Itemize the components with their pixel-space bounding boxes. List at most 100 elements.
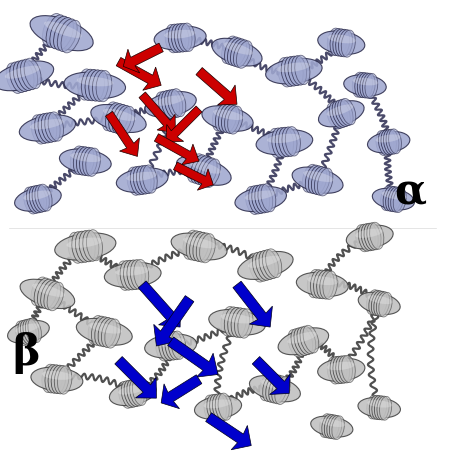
Ellipse shape <box>291 329 307 356</box>
Ellipse shape <box>261 380 291 391</box>
Ellipse shape <box>317 270 331 299</box>
Ellipse shape <box>360 73 373 98</box>
Ellipse shape <box>328 35 356 43</box>
Ellipse shape <box>59 149 111 173</box>
Ellipse shape <box>183 237 217 248</box>
Ellipse shape <box>117 261 132 291</box>
FancyArrow shape <box>154 296 194 346</box>
Ellipse shape <box>17 60 34 91</box>
Ellipse shape <box>204 395 218 422</box>
Ellipse shape <box>178 23 192 52</box>
Ellipse shape <box>370 222 384 249</box>
Ellipse shape <box>127 380 141 407</box>
Ellipse shape <box>127 260 142 290</box>
Ellipse shape <box>186 231 202 260</box>
Ellipse shape <box>341 30 356 57</box>
Ellipse shape <box>187 154 204 182</box>
Ellipse shape <box>47 283 64 311</box>
Ellipse shape <box>261 183 276 212</box>
Ellipse shape <box>238 309 253 338</box>
Ellipse shape <box>164 30 195 38</box>
Ellipse shape <box>91 316 107 345</box>
Ellipse shape <box>68 232 84 263</box>
Ellipse shape <box>103 109 136 121</box>
Ellipse shape <box>248 255 281 268</box>
Ellipse shape <box>162 91 177 118</box>
FancyArrow shape <box>161 375 202 409</box>
FancyArrow shape <box>155 134 199 165</box>
Ellipse shape <box>278 58 293 87</box>
Ellipse shape <box>155 95 185 106</box>
Ellipse shape <box>24 187 38 214</box>
Ellipse shape <box>279 128 293 157</box>
Ellipse shape <box>202 106 253 131</box>
Ellipse shape <box>42 364 56 392</box>
Ellipse shape <box>337 99 353 126</box>
Ellipse shape <box>76 319 132 345</box>
Ellipse shape <box>303 171 334 182</box>
Ellipse shape <box>333 29 347 56</box>
Ellipse shape <box>6 63 23 93</box>
Ellipse shape <box>356 225 370 252</box>
Ellipse shape <box>238 251 293 280</box>
FancyArrow shape <box>123 43 163 73</box>
Ellipse shape <box>51 365 66 393</box>
Ellipse shape <box>305 165 321 193</box>
Ellipse shape <box>158 91 173 119</box>
Ellipse shape <box>288 56 303 85</box>
Ellipse shape <box>26 319 39 343</box>
Ellipse shape <box>329 102 345 128</box>
Ellipse shape <box>379 292 392 317</box>
Ellipse shape <box>281 57 296 86</box>
Ellipse shape <box>336 356 350 383</box>
Ellipse shape <box>200 234 215 263</box>
Ellipse shape <box>381 130 394 155</box>
Ellipse shape <box>76 147 91 175</box>
Ellipse shape <box>20 320 34 344</box>
Ellipse shape <box>212 394 227 421</box>
Ellipse shape <box>358 292 400 314</box>
Ellipse shape <box>366 290 380 314</box>
Ellipse shape <box>212 103 228 131</box>
Ellipse shape <box>386 129 399 154</box>
Ellipse shape <box>381 186 393 210</box>
Ellipse shape <box>322 414 334 438</box>
Ellipse shape <box>224 307 239 336</box>
Ellipse shape <box>318 358 365 381</box>
Ellipse shape <box>324 415 337 438</box>
Ellipse shape <box>79 231 95 262</box>
Ellipse shape <box>383 129 396 155</box>
Ellipse shape <box>285 127 301 156</box>
Ellipse shape <box>104 263 161 287</box>
Ellipse shape <box>55 365 69 394</box>
Ellipse shape <box>57 19 77 52</box>
Ellipse shape <box>5 66 41 79</box>
Ellipse shape <box>367 223 381 250</box>
Ellipse shape <box>44 21 82 38</box>
Ellipse shape <box>50 16 70 49</box>
Ellipse shape <box>267 134 301 143</box>
Ellipse shape <box>310 270 325 298</box>
Ellipse shape <box>31 115 47 144</box>
Ellipse shape <box>203 400 232 408</box>
Ellipse shape <box>256 129 313 155</box>
Ellipse shape <box>313 270 328 299</box>
Ellipse shape <box>319 414 332 438</box>
Ellipse shape <box>230 39 246 66</box>
Ellipse shape <box>48 112 64 141</box>
Ellipse shape <box>210 394 224 421</box>
Ellipse shape <box>155 92 171 120</box>
Ellipse shape <box>24 58 41 89</box>
Ellipse shape <box>221 105 237 133</box>
Ellipse shape <box>64 72 126 99</box>
Ellipse shape <box>367 395 379 419</box>
Ellipse shape <box>96 71 112 102</box>
Ellipse shape <box>318 31 365 55</box>
Ellipse shape <box>355 73 367 97</box>
Ellipse shape <box>341 356 356 383</box>
Ellipse shape <box>221 307 236 336</box>
Ellipse shape <box>18 320 31 345</box>
Ellipse shape <box>364 223 378 250</box>
Ellipse shape <box>31 277 48 305</box>
Ellipse shape <box>66 237 103 248</box>
